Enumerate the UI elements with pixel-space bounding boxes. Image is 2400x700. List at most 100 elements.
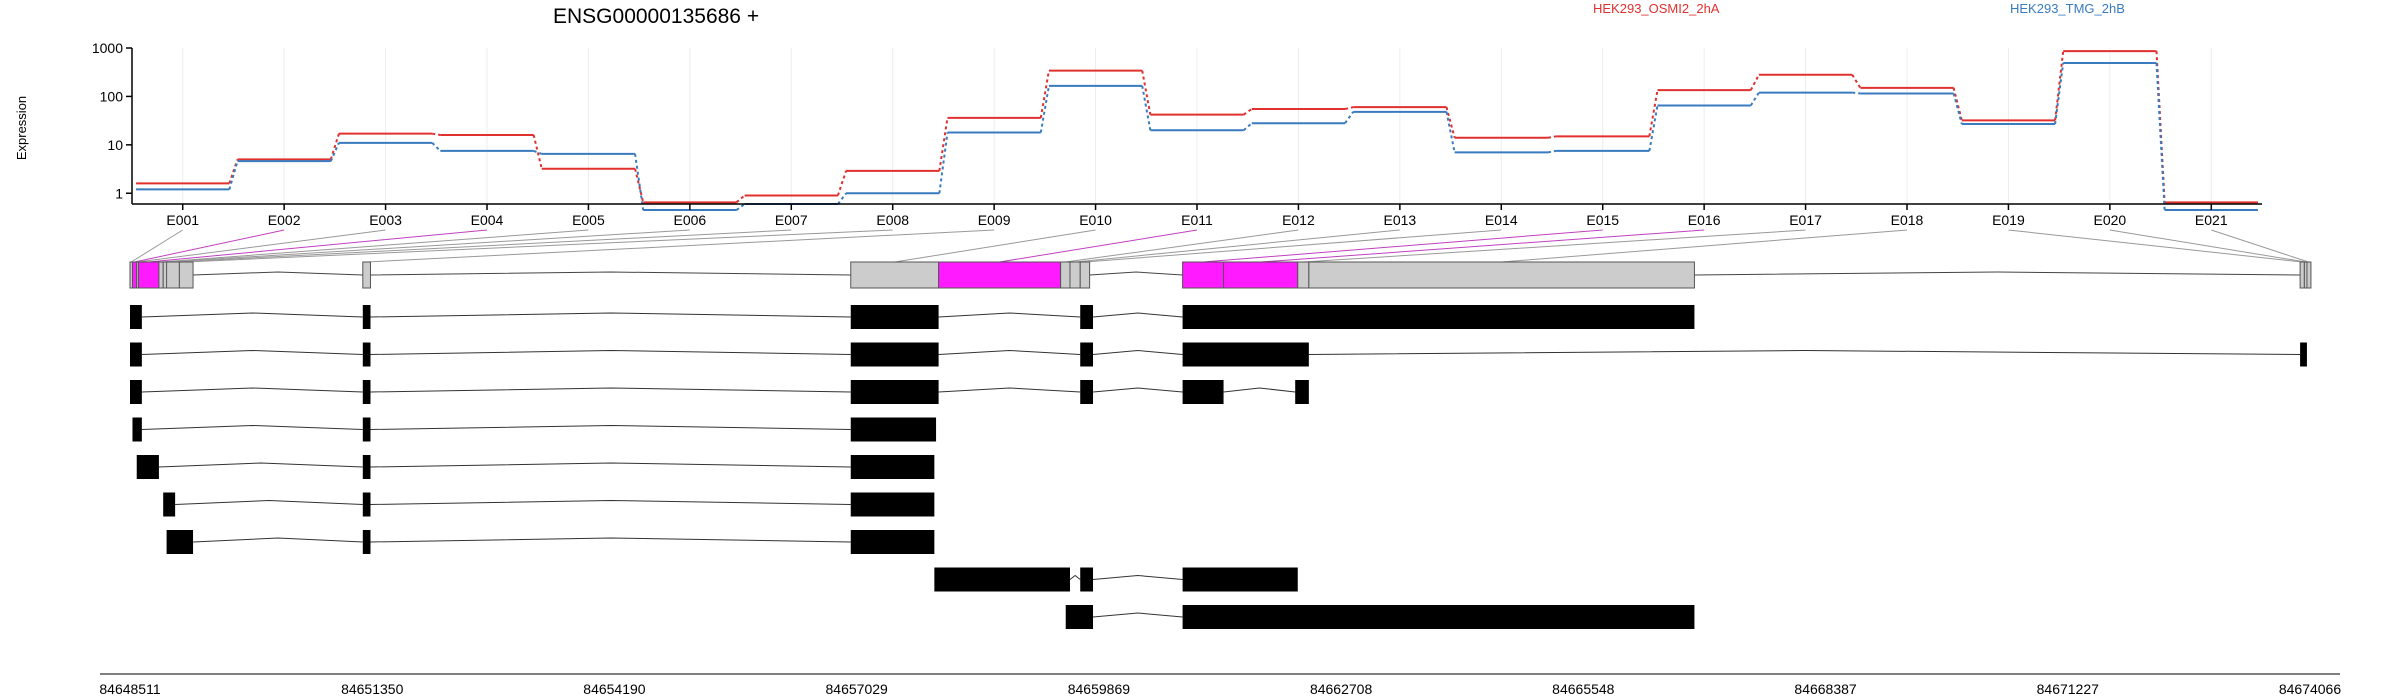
exon-bin xyxy=(2299,261,2305,289)
x-tick-label: E003 xyxy=(369,212,402,228)
exon-bin xyxy=(362,261,371,289)
x-tick-label: E020 xyxy=(2094,212,2127,228)
connector-line xyxy=(1084,229,1502,263)
legend-label: HEK293_OSMI2_2hA xyxy=(1593,1,1720,16)
transcript-intron xyxy=(938,387,1081,393)
transcript-exon xyxy=(1065,605,1094,629)
connector-line xyxy=(1303,229,1806,263)
transcript-intron xyxy=(141,387,363,393)
transcript-exon xyxy=(850,380,939,404)
transcript-intron xyxy=(175,499,363,505)
transcript-exon xyxy=(1295,380,1309,404)
exon-bin xyxy=(1069,261,1081,289)
x-tick-label: E004 xyxy=(471,212,504,228)
connector-line xyxy=(1260,229,1705,263)
transcript-9 xyxy=(1065,605,1695,629)
transcript-exon xyxy=(1080,305,1094,329)
transcript-exon xyxy=(362,455,371,479)
x-tick-label: E011 xyxy=(1181,212,1213,228)
exon-bin xyxy=(850,261,940,289)
series-connector xyxy=(1039,85,1050,133)
series-connector xyxy=(329,133,340,160)
intron-line xyxy=(193,271,363,276)
transcript-exon xyxy=(362,492,371,517)
transcript-intron xyxy=(370,349,851,355)
series-connector xyxy=(836,170,848,196)
transcript-intron xyxy=(1308,349,2301,355)
x-tick-label: E007 xyxy=(775,212,808,228)
transcript-intron xyxy=(370,462,851,468)
genomic-tick-label: 84671227 xyxy=(2037,681,2100,697)
legend-label: HEK293_TMG_2hB xyxy=(2010,1,2125,16)
transcript-exon xyxy=(166,530,194,554)
x-tick-label: E015 xyxy=(1586,212,1619,228)
y-tick-label: 1000 xyxy=(92,40,123,56)
connector-line xyxy=(172,229,792,263)
transcript-intron xyxy=(370,499,851,505)
exon-bin xyxy=(938,261,1062,289)
transcript-intron xyxy=(1092,574,1183,580)
genomic-tick-label: 84665548 xyxy=(1552,681,1615,697)
transcript-intron xyxy=(938,312,1081,318)
series-connector xyxy=(1852,91,1861,95)
exon-bin xyxy=(1297,261,1310,289)
exon-bin xyxy=(1060,261,1071,289)
gene-model xyxy=(129,261,2312,289)
series-connector xyxy=(1141,85,1152,131)
x-tick-label: E019 xyxy=(1992,212,2025,228)
transcript-7 xyxy=(166,530,935,554)
genomic-tick-label: 84674066 xyxy=(2279,681,2342,697)
series-connector xyxy=(1141,70,1152,115)
transcript-intron xyxy=(370,387,851,393)
transcript-exon xyxy=(850,530,935,554)
transcript-exon xyxy=(136,455,159,479)
series-connector xyxy=(1749,74,1760,91)
transcript-exon xyxy=(1080,380,1094,404)
connector-line xyxy=(1501,229,1908,263)
transcript-1 xyxy=(130,305,1695,329)
x-tick-label: E014 xyxy=(1485,212,1518,228)
y-tick-label: 100 xyxy=(100,88,124,104)
series-connector xyxy=(1547,149,1557,154)
transcript-exon xyxy=(362,342,371,367)
genomic-coordinate-axis: 84648511 84651350 84654190 84657029 84659869… xyxy=(99,673,2342,697)
legend: HEK293_OSMI2_2hA HEK293_TMG_2hB xyxy=(1593,1,2125,16)
series-connector xyxy=(1243,108,1253,116)
transcript-2 xyxy=(130,342,2307,367)
genomic-tick-label: 84662708 xyxy=(1310,681,1373,697)
exon-bin xyxy=(1079,261,1091,289)
intron-line xyxy=(1694,271,2301,276)
transcript-exon xyxy=(2300,342,2307,367)
transcript-6 xyxy=(163,492,935,517)
exon-bin xyxy=(1182,261,1225,289)
y-tick-label: 10 xyxy=(107,137,123,153)
transcript-exon xyxy=(130,342,142,367)
transcript-exon xyxy=(850,417,937,442)
series-connector xyxy=(1749,92,1760,107)
series-connector xyxy=(837,192,847,205)
series-connector xyxy=(1344,106,1354,110)
x-tick-label: E006 xyxy=(674,212,707,228)
y-axis-label: Expression xyxy=(14,96,29,160)
transcript-intron xyxy=(1069,574,1081,580)
x-tick-label: E013 xyxy=(1384,212,1417,228)
transcript-exon xyxy=(130,305,142,329)
connector-line xyxy=(2008,229,2303,263)
transcript-intron xyxy=(1223,387,1296,393)
transcript-exon xyxy=(850,305,939,329)
series-connector xyxy=(228,159,239,184)
connector-line xyxy=(164,229,690,263)
y-axis: 1 10 100 1000 xyxy=(92,40,133,204)
transcript-intron xyxy=(370,312,851,318)
series-connector xyxy=(1547,135,1557,139)
exon-bin xyxy=(1223,261,1299,289)
exon-bin xyxy=(2306,261,2312,289)
connector-line xyxy=(137,229,386,263)
transcript-intron xyxy=(1092,349,1183,355)
transcript-intron xyxy=(141,349,363,355)
x-tick-label: E005 xyxy=(572,212,605,228)
series-connector xyxy=(1648,89,1659,137)
transcript-intron xyxy=(370,537,851,543)
series-connector xyxy=(2054,62,2065,125)
